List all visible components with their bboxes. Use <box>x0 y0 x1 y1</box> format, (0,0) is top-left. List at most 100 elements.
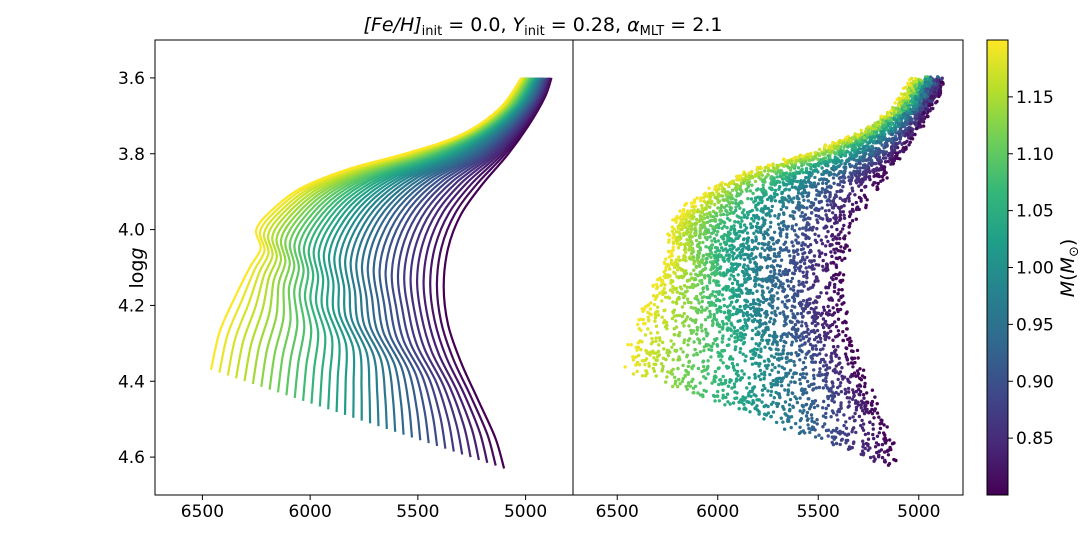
scatter-point <box>766 206 770 211</box>
scatter-point <box>683 290 688 294</box>
scatter-point <box>714 298 719 303</box>
scatter-point <box>752 219 756 223</box>
scatter-point <box>752 347 757 351</box>
scatter-point <box>804 273 809 277</box>
scatter-point <box>678 382 682 386</box>
scatter-point <box>799 214 803 218</box>
scatter-point <box>732 382 737 386</box>
scatter-point <box>703 318 708 322</box>
scatter-point <box>921 106 925 110</box>
scatter-point <box>814 347 819 351</box>
scatter-point <box>769 402 774 406</box>
scatter-point <box>753 284 757 288</box>
scatter-point <box>790 240 794 244</box>
scatter-point <box>802 284 806 288</box>
scatter-point <box>822 399 826 404</box>
scatter-point <box>807 152 811 157</box>
scatter-point <box>740 219 744 223</box>
scatter-point <box>695 196 699 200</box>
scatter-point <box>694 238 699 243</box>
scatter-point <box>792 293 796 298</box>
scatter-point <box>919 115 923 119</box>
scatter-point <box>876 187 880 191</box>
scatter-point <box>827 148 831 152</box>
scatter-point <box>813 151 817 155</box>
scatter-point <box>789 425 793 430</box>
scatter-point <box>790 304 795 308</box>
scatter-point <box>684 201 688 206</box>
scatter-point <box>795 353 800 358</box>
scatter-point <box>761 233 766 237</box>
scatter-point <box>710 272 714 276</box>
scatter-point <box>855 384 860 388</box>
scatter-point <box>755 272 759 277</box>
evolution-track <box>384 77 545 444</box>
scatter-point <box>712 313 716 317</box>
scatter-point <box>706 228 710 232</box>
scatter-point <box>705 287 710 291</box>
scatter-point <box>785 360 789 364</box>
scatter-point <box>871 183 875 187</box>
scatter-point <box>826 428 831 432</box>
scatter-point <box>637 327 641 331</box>
scatter-point <box>870 407 874 412</box>
scatter-point <box>831 345 836 349</box>
scatter-point <box>748 257 752 262</box>
scatter-point <box>654 351 658 355</box>
scatter-point <box>805 301 809 305</box>
scatter-point <box>671 236 675 240</box>
scatter-point <box>698 381 702 385</box>
scatter-point <box>740 201 744 205</box>
scatter-point <box>792 285 796 289</box>
scatter-point <box>811 301 816 305</box>
scatter-point <box>675 263 680 267</box>
scatter-point <box>706 215 710 219</box>
scatter-point <box>805 255 809 259</box>
scatter-point <box>847 231 851 235</box>
scatter-point <box>765 264 770 269</box>
scatter-point <box>655 358 659 362</box>
scatter-point <box>760 173 764 177</box>
scatter-point <box>826 286 831 290</box>
scatter-point <box>761 300 766 305</box>
scatter-point <box>718 299 722 303</box>
scatter-point <box>801 367 805 372</box>
scatter-point <box>727 318 731 322</box>
scatter-point <box>769 381 773 386</box>
scatter-point <box>685 315 690 319</box>
scatter-point <box>757 241 761 246</box>
scatter-point <box>750 252 754 256</box>
scatter-point <box>802 214 806 219</box>
scatter-point <box>821 258 825 263</box>
scatter-point <box>807 191 811 195</box>
scatter-point <box>758 165 763 169</box>
scatter-point <box>852 149 856 154</box>
scatter-point <box>785 278 789 283</box>
scatter-point <box>798 338 803 342</box>
scatter-point <box>838 361 842 365</box>
scatter-point <box>793 322 798 327</box>
scatter-point <box>761 296 766 300</box>
scatter-point <box>811 201 816 205</box>
scatter-point <box>640 340 644 344</box>
scatter-point <box>688 285 692 289</box>
scatter-point <box>832 289 837 294</box>
scatter-point <box>857 179 862 183</box>
scatter-point <box>792 210 797 214</box>
scatter-point <box>810 321 814 325</box>
scatter-point <box>677 230 681 234</box>
scatter-point <box>875 123 879 128</box>
scatter-point <box>718 221 723 226</box>
scatter-point <box>751 302 756 306</box>
scatter-point <box>804 170 808 175</box>
scatter-point <box>915 88 919 92</box>
scatter-point <box>775 334 779 339</box>
scatter-point <box>825 263 829 267</box>
scatter-point <box>729 328 733 333</box>
scatter-point <box>696 366 701 371</box>
scatter-point <box>806 423 810 427</box>
scatter-point <box>861 368 866 372</box>
scatter-point <box>873 173 877 178</box>
scatter-point <box>677 295 681 300</box>
scatter-point <box>835 189 839 194</box>
